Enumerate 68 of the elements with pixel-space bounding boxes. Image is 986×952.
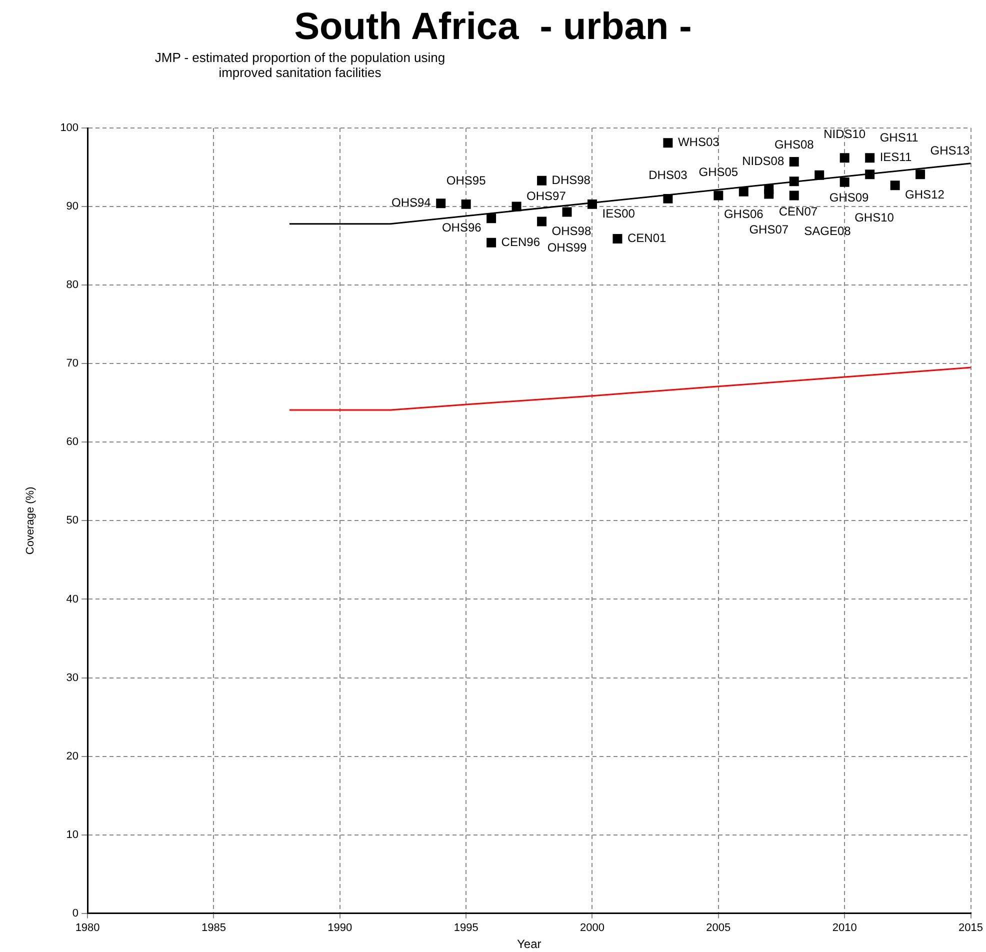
y-tick-label: 20: [66, 750, 79, 762]
y-tick-label: 70: [66, 358, 79, 370]
x-tick-label: 1990: [328, 922, 352, 934]
point: [562, 207, 572, 217]
x-tick-label: 1995: [454, 922, 478, 934]
x-axis-title: Year: [517, 937, 542, 952]
annotation: CEN96: [501, 234, 540, 249]
annotation: CEN07: [778, 204, 818, 219]
point: [789, 190, 799, 200]
annotation: GHS13: [930, 144, 970, 158]
point: [714, 190, 724, 200]
y-tick-label: 10: [66, 828, 79, 841]
annotation: GHS11: [880, 130, 919, 145]
y-tick-label: 0: [72, 907, 79, 920]
y-tick-label: 30: [66, 672, 79, 684]
annotation: WHS03: [678, 135, 720, 150]
point: [612, 234, 622, 244]
annotation: GHS10: [854, 210, 894, 225]
annotation: CEN01: [627, 231, 666, 246]
annotation: GHS06: [724, 206, 764, 221]
y-tick-label: 90: [66, 200, 79, 213]
annotation: OHS95: [446, 173, 486, 188]
y-tick-label: 100: [60, 122, 79, 134]
annotation: DHS03: [648, 168, 688, 182]
point: [916, 170, 926, 180]
point: [738, 186, 748, 196]
annotation: SAGE08: [804, 224, 852, 238]
chart-subtitle: JMP - estimated proportion of the population using improved sanitation facilities: [154, 50, 446, 80]
annotation: DHS98: [552, 172, 591, 187]
annotation: OHS97: [526, 188, 566, 203]
y-tick-label: 80: [66, 279, 79, 292]
annotation: OHS96: [442, 220, 482, 235]
point: [461, 199, 471, 209]
x-tick-label: 2010: [832, 922, 857, 934]
point: [537, 216, 547, 226]
annotation: GHS12: [905, 188, 945, 202]
y-tick-label: 50: [66, 514, 79, 527]
point: [486, 238, 496, 248]
annotation: OHS94: [391, 196, 432, 210]
point: [890, 180, 900, 190]
point: [486, 214, 496, 224]
y-tick-label: 60: [66, 436, 79, 448]
x-tick-label: 2015: [958, 922, 984, 934]
annotation: IES11: [880, 150, 912, 164]
annotation: GHS08: [774, 138, 814, 152]
annotation: OHS98: [552, 224, 592, 238]
point: [789, 157, 799, 167]
chart-title: South Africa - urban -: [293, 6, 693, 49]
annotation: GHS05: [698, 164, 738, 179]
point: [764, 189, 774, 199]
x-tick-label: 2000: [580, 922, 604, 934]
annotation: GHS09: [829, 190, 870, 204]
annotation: NIDS08: [742, 154, 784, 168]
x-tick-label: 1980: [75, 922, 100, 934]
annotation: GHS07: [749, 222, 789, 236]
point: [663, 138, 673, 148]
point: [865, 153, 875, 163]
point: [840, 153, 850, 163]
point: [537, 176, 547, 186]
point: [436, 198, 446, 208]
y-axis-title: Coverage (%): [24, 486, 37, 555]
annotation: OHS99: [547, 240, 588, 254]
x-tick-label: 2005: [706, 922, 731, 934]
annotation: IES00: [602, 206, 636, 220]
point: [840, 177, 850, 187]
annotation: NIDS10: [824, 127, 866, 142]
x-tick-label: 1985: [201, 922, 226, 934]
y-tick-label: 40: [66, 593, 79, 606]
